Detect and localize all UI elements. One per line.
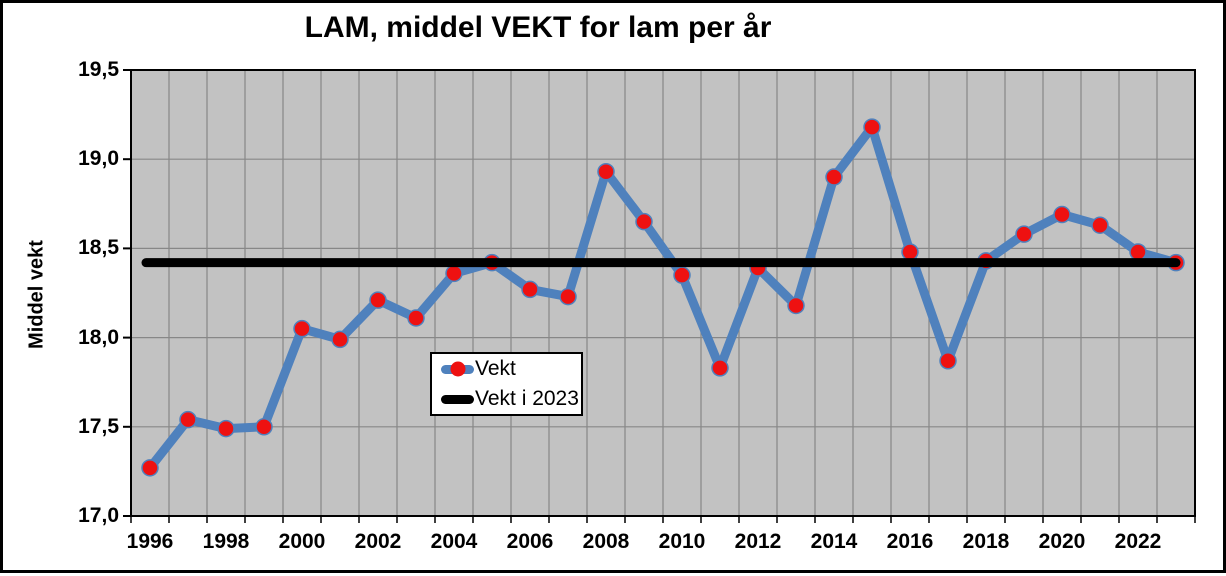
x-tick-label: 1998 xyxy=(202,530,250,553)
x-tick-label: 2018 xyxy=(962,530,1010,553)
x-tick-label: 1996 xyxy=(126,530,174,553)
data-point-1996 xyxy=(141,459,159,477)
legend-line-sample-vekt-2023 xyxy=(441,394,474,404)
data-point-2001 xyxy=(331,330,349,349)
y-tick-label: 18,0 xyxy=(78,325,119,349)
data-point-2003 xyxy=(407,309,425,327)
data-point-1999 xyxy=(255,418,273,436)
data-point-1997 xyxy=(179,410,197,429)
legend-label: Vekt xyxy=(475,357,516,380)
data-point-2009 xyxy=(635,212,653,231)
x-tick-label: 2016 xyxy=(886,530,934,553)
y-tick-label: 19,5 xyxy=(78,58,119,81)
series-vekt-line xyxy=(145,122,1181,473)
data-point-2010 xyxy=(673,266,691,284)
data-point-2021 xyxy=(1091,216,1109,234)
y-tick-label: 19,0 xyxy=(78,147,119,171)
data-point-2011 xyxy=(711,359,729,377)
plot-area xyxy=(123,69,1196,523)
legend-item-vekt-2023: Vekt i 2023 xyxy=(432,384,581,414)
y-tick-label: 18,5 xyxy=(78,236,119,260)
y-tick-label: 17,0 xyxy=(78,504,119,527)
data-point-2015 xyxy=(863,118,881,136)
legend: Vekt Vekt i 2023 xyxy=(430,352,583,416)
data-point-2020 xyxy=(1053,205,1071,224)
data-point-2002 xyxy=(369,291,387,309)
data-point-2007 xyxy=(559,287,577,306)
x-tick-label: 2000 xyxy=(278,530,326,553)
x-tick-label: 2014 xyxy=(810,530,858,553)
data-point-2013 xyxy=(787,296,805,315)
data-point-2022 xyxy=(1129,243,1147,261)
x-tick-label: 2010 xyxy=(658,530,706,553)
data-point-2019 xyxy=(1015,225,1033,243)
data-point-2000 xyxy=(293,319,311,338)
x-tick-label: 2006 xyxy=(506,530,554,553)
legend-label: Vekt i 2023 xyxy=(475,387,579,410)
data-point-2008 xyxy=(597,162,615,181)
y-tick-label: 17,5 xyxy=(78,414,119,438)
data-point-2014 xyxy=(825,168,843,186)
x-tick-label: 2004 xyxy=(430,530,478,553)
x-tick-label: 2022 xyxy=(1114,530,1162,553)
x-tick-label: 2020 xyxy=(1038,530,1086,553)
legend-marker-dot xyxy=(450,361,465,377)
data-point-1998 xyxy=(217,419,235,438)
data-point-2006 xyxy=(521,280,539,299)
data-point-2016 xyxy=(901,243,919,261)
chart-title: LAM, middel VEKT for lam per år xyxy=(304,11,772,44)
legend-item-vekt: Vekt xyxy=(432,354,581,384)
legend-line-sample-vekt xyxy=(441,361,474,377)
x-tick-label: 2008 xyxy=(582,530,630,553)
x-tick-label: 2012 xyxy=(734,530,782,553)
data-point-2004 xyxy=(445,264,463,283)
x-tick-label: 2002 xyxy=(354,530,402,553)
data-point-2017 xyxy=(939,352,957,370)
